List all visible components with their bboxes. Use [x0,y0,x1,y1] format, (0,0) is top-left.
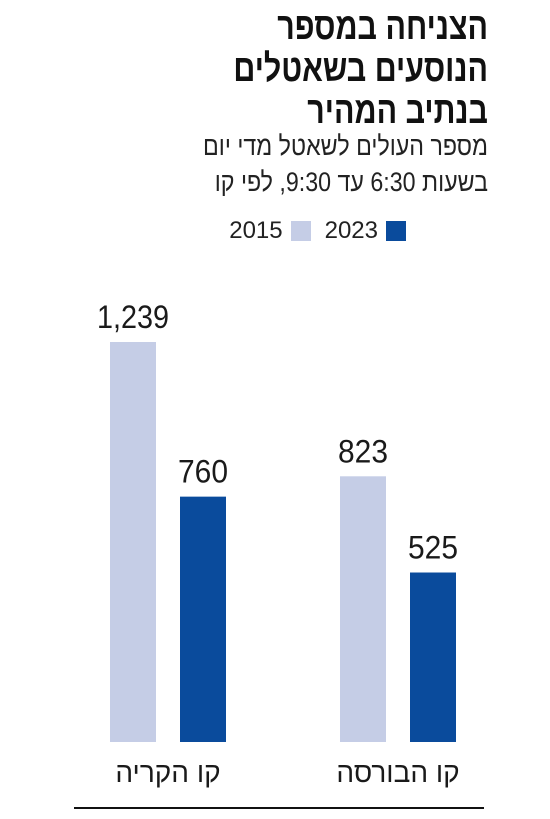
legend-item-2023: 2023 [325,217,406,245]
legend-label-2015: 2015 [229,217,283,244]
bar-2023-1 [410,572,456,742]
legend-label-2023: 2023 [324,217,378,244]
legend-swatch-2015 [290,221,311,241]
title-line-1: הצניחה במספר [277,6,488,48]
subtitle-line-1: מספר העולים לשאטל מדי יום [203,131,488,161]
title-line-3: בנתיב המהיר [307,90,488,132]
legend-swatch-2023 [386,221,406,241]
bar-2015-0 [110,342,156,742]
category-label-0: קו הקריה [115,757,220,788]
subtitle-line-2: בשעות 6:30 עד 9:30, לפי קו [214,167,488,197]
value-label-2023-1: 525 [408,530,458,566]
value-label-2015-0: 1,239 [97,299,169,335]
bar-2023-0 [180,496,226,742]
category-label-1: קו הבורסה [336,757,459,788]
chart-title: הצניחה במספר הנוסעים בשאטלים בנתיב המהיר [136,6,488,132]
title-line-2: הנוסעים בשאטלים [233,48,488,90]
legend-item-2015: 2015 [229,217,311,245]
value-label-2023-0: 760 [178,454,228,490]
chart-subtitle: מספר העולים לשאטל מדי יום בשעות 6:30 עד … [92,128,488,200]
bar-2015-1 [340,476,386,742]
legend: 2023 2015 [229,217,406,245]
value-label-2015-1: 823 [338,433,388,469]
